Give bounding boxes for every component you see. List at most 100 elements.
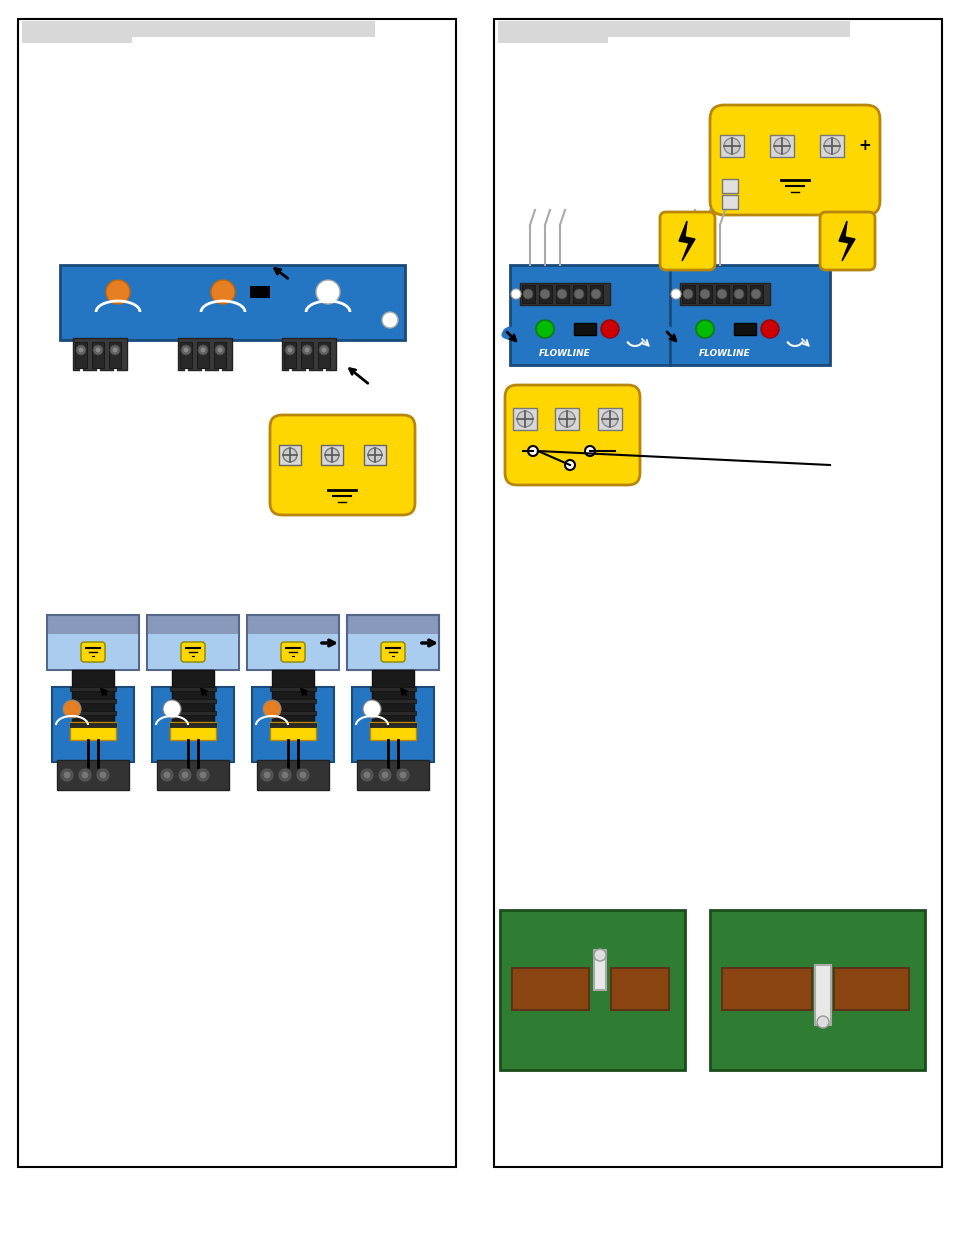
Circle shape [178,768,192,782]
Circle shape [359,768,374,782]
Bar [356,760,429,790]
Circle shape [558,411,575,427]
Circle shape [773,138,789,154]
Bar [91,342,104,368]
Circle shape [287,347,293,353]
Bar [556,285,568,303]
Circle shape [363,771,371,779]
Circle shape [368,448,381,462]
Polygon shape [679,221,695,261]
Circle shape [381,312,397,329]
Bar [370,711,416,715]
Bar [270,722,315,727]
Circle shape [60,768,74,782]
Bar [721,968,811,1010]
Circle shape [584,446,595,456]
Bar [71,671,113,730]
Circle shape [601,411,618,427]
Circle shape [750,289,760,299]
Bar [90,21,375,37]
Bar [57,760,129,790]
Circle shape [281,771,289,779]
Circle shape [198,345,208,354]
Bar [256,760,329,790]
Bar [317,342,330,368]
Circle shape [511,289,520,299]
Circle shape [99,771,107,779]
Circle shape [302,345,312,354]
Bar [370,687,416,692]
Bar [573,285,585,303]
Circle shape [717,289,726,299]
Bar [497,21,607,43]
Text: +: + [858,138,870,153]
Circle shape [110,345,120,354]
Bar [721,195,738,209]
Bar [347,615,438,671]
Bar [348,634,437,669]
Bar [70,687,116,692]
Text: FLOWLINE: FLOWLINE [538,348,590,357]
Circle shape [263,771,271,779]
FancyBboxPatch shape [181,642,205,662]
Circle shape [263,700,281,718]
Circle shape [760,320,779,338]
Circle shape [539,289,550,299]
Polygon shape [838,221,854,261]
Bar [352,687,434,762]
Bar [716,285,728,303]
Bar [270,699,315,703]
Bar [513,408,537,430]
Text: FLOWLINE: FLOWLINE [699,348,750,357]
Circle shape [76,345,86,354]
Circle shape [199,771,207,779]
Circle shape [325,448,338,462]
Bar [213,342,226,368]
Circle shape [63,700,81,718]
Bar [679,283,769,305]
Bar [301,342,313,368]
Circle shape [318,345,329,354]
FancyBboxPatch shape [270,415,415,515]
Bar [196,342,209,368]
Bar [589,285,602,303]
Circle shape [260,768,274,782]
Circle shape [594,948,605,961]
Circle shape [277,768,292,782]
Circle shape [557,289,566,299]
Circle shape [81,771,89,779]
Bar [564,21,849,37]
Bar [320,445,343,466]
Bar [252,687,334,762]
Bar [610,968,668,1010]
Circle shape [63,771,71,779]
Bar [699,285,711,303]
Circle shape [823,138,840,154]
Bar [22,21,132,43]
Circle shape [590,289,600,299]
Bar [519,283,609,305]
FancyBboxPatch shape [281,642,305,662]
Circle shape [95,347,101,353]
Bar [270,711,315,715]
Circle shape [92,345,103,354]
Circle shape [670,289,680,299]
Bar [170,711,215,715]
Bar [284,342,295,368]
Circle shape [106,280,130,304]
Circle shape [315,280,339,304]
Bar [70,699,116,703]
Circle shape [78,768,91,782]
Circle shape [536,320,554,338]
Bar [178,338,232,370]
Bar [594,950,605,990]
Circle shape [564,459,575,471]
Circle shape [723,138,740,154]
Bar [721,179,738,193]
Circle shape [527,446,537,456]
Circle shape [183,347,189,353]
Circle shape [696,320,713,338]
Circle shape [295,768,310,782]
FancyBboxPatch shape [820,212,874,270]
Bar [152,687,233,762]
